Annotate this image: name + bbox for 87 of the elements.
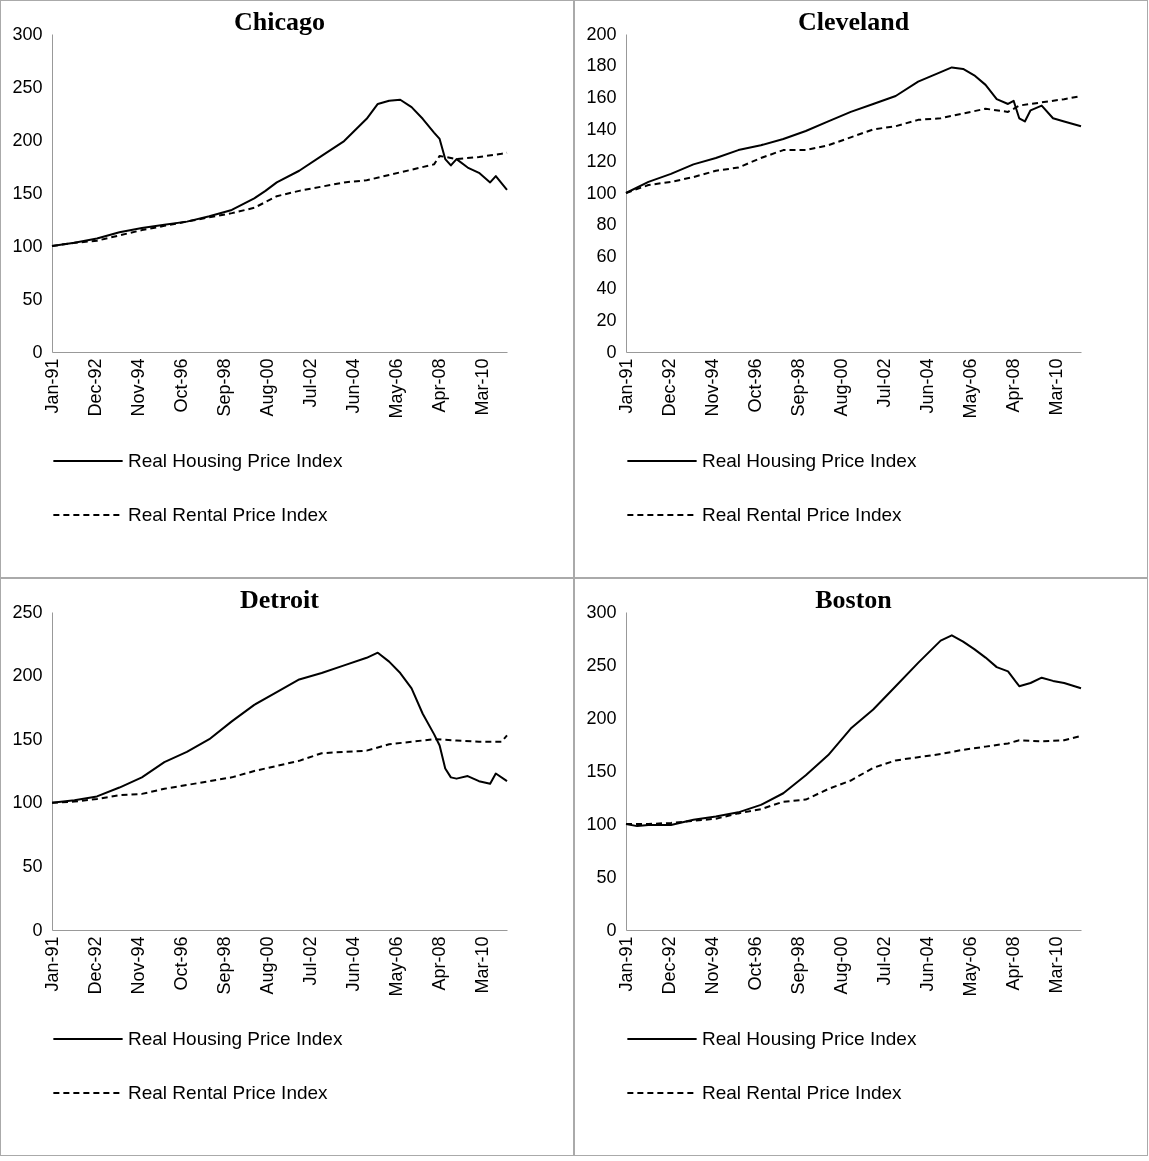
x-tick-label: Jun-04	[916, 358, 937, 414]
x-tick-label: Jul-02	[299, 358, 320, 408]
x-tick-label: Sep-98	[787, 936, 808, 995]
x-tick-label: Mar-10	[1046, 936, 1067, 994]
x-tick-label: Sep-98	[213, 936, 234, 995]
y-tick-label: 300	[12, 23, 43, 44]
x-tick-label: Apr-08	[1003, 358, 1024, 413]
legend-label: Real Housing Price Index	[702, 450, 917, 471]
x-tick-label: May-06	[386, 936, 406, 997]
x-tick-label: May-06	[386, 358, 406, 419]
chart-title: Boston	[815, 585, 893, 614]
y-tick-label: 100	[12, 235, 43, 256]
x-tick-label: Nov-94	[701, 936, 722, 995]
y-tick-label: 200	[12, 665, 43, 686]
x-tick-label: Jul-02	[299, 936, 320, 986]
x-tick-label: Apr-08	[1003, 936, 1024, 991]
y-tick-label: 200	[586, 707, 617, 728]
x-tick-label: Jan-91	[615, 936, 636, 992]
y-tick-label: 200	[12, 129, 43, 150]
x-tick-label: Jun-04	[342, 936, 363, 992]
y-tick-label: 0	[606, 919, 617, 940]
y-tick-label: 180	[586, 55, 617, 76]
x-tick-label: Jul-02	[873, 936, 894, 986]
x-tick-label: Jan-91	[615, 358, 636, 414]
y-tick-label: 40	[596, 277, 617, 298]
y-tick-label: 50	[22, 855, 43, 876]
x-tick-label: May-06	[960, 936, 980, 997]
y-tick-label: 200	[586, 23, 617, 44]
x-tick-label: Aug-00	[256, 358, 277, 417]
chart-title: Chicago	[234, 7, 325, 36]
x-tick-label: Jan-91	[41, 358, 62, 414]
y-tick-label: 100	[12, 792, 43, 813]
y-tick-label: 250	[12, 601, 43, 622]
legend-label: Real Housing Price Index	[128, 1028, 343, 1049]
y-tick-label: 100	[586, 813, 617, 834]
y-tick-label: 0	[32, 341, 43, 362]
x-tick-label: Jun-04	[916, 936, 937, 992]
y-tick-label: 60	[596, 246, 617, 267]
y-tick-label: 20	[596, 309, 617, 330]
y-tick-label: 140	[586, 118, 617, 139]
x-tick-label: Dec-92	[658, 936, 679, 995]
x-tick-label: Apr-08	[429, 358, 450, 413]
x-tick-label: Aug-00	[830, 358, 851, 417]
x-tick-label: Oct-96	[170, 358, 191, 413]
x-tick-label: Apr-08	[429, 936, 450, 991]
x-tick-label: Sep-98	[787, 358, 808, 417]
y-tick-label: 150	[12, 728, 43, 749]
chart-title: Detroit	[240, 585, 320, 614]
x-tick-label: May-06	[960, 358, 980, 419]
y-tick-label: 100	[586, 182, 617, 203]
legend-label: Real Housing Price Index	[702, 1028, 917, 1049]
x-tick-label: Nov-94	[127, 358, 148, 417]
x-tick-label: Nov-94	[701, 358, 722, 417]
x-tick-label: Nov-94	[127, 936, 148, 995]
x-tick-label: Mar-10	[1046, 358, 1067, 416]
x-tick-label: Mar-10	[472, 358, 493, 416]
x-tick-label: Jan-91	[41, 936, 62, 992]
y-tick-label: 160	[586, 87, 617, 108]
x-tick-label: Dec-92	[84, 358, 105, 417]
y-tick-label: 250	[586, 654, 617, 675]
y-tick-label: 120	[586, 150, 617, 171]
y-tick-label: 150	[12, 182, 43, 203]
y-tick-label: 250	[12, 76, 43, 97]
x-tick-label: Aug-00	[256, 936, 277, 995]
x-tick-label: Oct-96	[744, 358, 765, 413]
legend-label: Real Rental Price Index	[702, 504, 903, 525]
legend-label: Real Rental Price Index	[128, 504, 329, 525]
legend-label: Real Rental Price Index	[128, 1082, 329, 1103]
y-tick-label: 50	[22, 288, 43, 309]
x-tick-label: Dec-92	[658, 358, 679, 417]
x-tick-label: Oct-96	[744, 936, 765, 991]
x-tick-label: Dec-92	[84, 936, 105, 995]
y-tick-label: 0	[32, 919, 43, 940]
x-tick-label: Mar-10	[472, 936, 493, 994]
x-tick-label: Jun-04	[342, 358, 363, 414]
x-tick-label: Aug-00	[830, 936, 851, 995]
x-tick-label: Oct-96	[170, 936, 191, 991]
y-tick-label: 150	[586, 760, 617, 781]
x-tick-label: Jul-02	[873, 358, 894, 408]
chart-title: Cleveland	[797, 7, 910, 36]
y-tick-label: 300	[586, 601, 617, 622]
y-tick-label: 0	[606, 341, 617, 362]
legend-label: Real Housing Price Index	[128, 450, 343, 471]
legend-label: Real Rental Price Index	[702, 1082, 903, 1103]
x-tick-label: Sep-98	[213, 358, 234, 417]
y-tick-label: 50	[596, 866, 617, 887]
y-tick-label: 80	[596, 214, 617, 235]
